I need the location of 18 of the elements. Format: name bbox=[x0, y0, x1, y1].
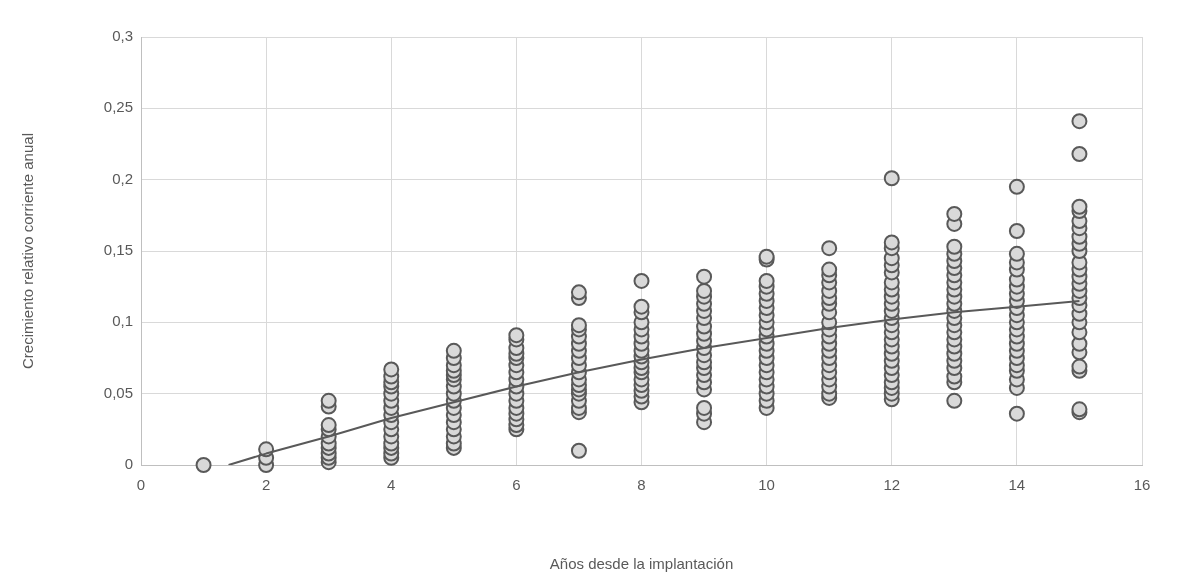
y-tick-label: 0,3 bbox=[112, 27, 133, 45]
x-tick-label: 8 bbox=[637, 476, 646, 494]
x-tick-label: 2 bbox=[261, 476, 271, 494]
x-tick-label: 10 bbox=[758, 476, 775, 494]
y-tick-label: 0,2 bbox=[112, 169, 133, 187]
y-tick-label: 0,15 bbox=[103, 241, 133, 259]
x-axis-title: Años desde la implantación bbox=[549, 555, 734, 573]
y-tick-label: 0,25 bbox=[103, 98, 133, 116]
y-tick-label: 0 bbox=[124, 455, 133, 473]
x-tick-label: 0 bbox=[136, 476, 146, 494]
y-tick-label: 0,05 bbox=[103, 383, 133, 401]
x-tick-label: 6 bbox=[512, 476, 521, 494]
y-axis-title: Crecimiento relativo corriente anual bbox=[19, 133, 37, 369]
y-tick-label: 0,1 bbox=[112, 312, 133, 330]
x-tick-label: 12 bbox=[883, 476, 901, 494]
x-tick-label: 16 bbox=[1133, 476, 1151, 494]
x-tick-label: 14 bbox=[1008, 476, 1026, 494]
x-tick-label: 4 bbox=[387, 476, 396, 494]
